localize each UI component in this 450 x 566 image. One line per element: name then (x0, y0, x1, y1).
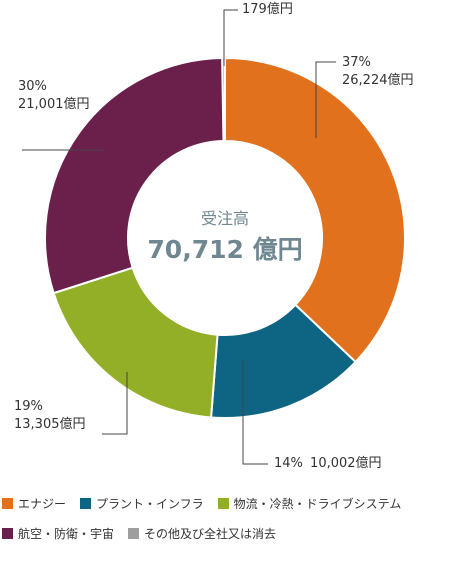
callout-other: 179億円 (242, 1, 293, 19)
leader-line-plant (242, 360, 268, 465)
legend-swatch-plant (80, 497, 92, 509)
callout-plant-percent: 14% (274, 456, 303, 471)
callout-logistics: 19% 13,305億円 (14, 398, 86, 434)
center-total: 70,712 億円 (147, 235, 303, 264)
callout-logistics-percent: 19% (14, 399, 43, 414)
leader-line-logistics (102, 372, 128, 435)
leader-line-energy (315, 61, 336, 138)
legend-label-logistics: 物流・冷熱・ドライブシステム (233, 496, 402, 511)
legend-swatch-logistics (217, 497, 229, 509)
legend-label-aerospace: 航空・防衛・宇宙 (18, 526, 115, 541)
donut-slice-aerospace (44, 57, 225, 295)
callout-energy: 37% 26,224億円 (342, 54, 414, 90)
callout-aerospace-percent: 30% (18, 79, 47, 94)
center-title: 受注高 (200, 209, 249, 228)
legend-item-aerospace: 航空・防衛・宇宙 (2, 525, 114, 542)
callout-logistics-amount: 13,305億円 (14, 417, 86, 432)
legend-item-logistics: 物流・冷熱・ドライブシステム (217, 495, 402, 512)
callout-plant-amount: 10,002億円 (310, 456, 382, 471)
legend-label-energy: エナジー (18, 496, 67, 511)
callout-plant: 14% 10,002億円 (274, 455, 382, 473)
callout-aerospace-amount: 21,001億円 (18, 97, 90, 112)
legend-row: 航空・防衛・宇宙 その他及び全社又は消去 (2, 518, 448, 548)
legend-swatch-other (128, 527, 140, 539)
legend-row: エナジー プラント・インフラ 物流・冷熱・ドライブシステム (2, 488, 448, 518)
callout-other-amount: 179億円 (242, 2, 293, 17)
callout-energy-percent: 37% (342, 55, 371, 70)
legend-item-energy: エナジー (2, 495, 66, 512)
donut-slice-logistics (52, 266, 219, 419)
callout-aerospace: 30% 21,001億円 (18, 78, 90, 114)
legend: エナジー プラント・インフラ 物流・冷熱・ドライブシステム 航空・防衛・宇宙 そ… (2, 488, 448, 548)
callout-energy-amount: 26,224億円 (342, 73, 414, 88)
legend-label-plant: プラント・インフラ (96, 496, 204, 511)
donut-chart (22, 9, 406, 465)
donut-slice-energy (224, 56, 406, 364)
legend-item-other: その他及び全社又は消去 (128, 525, 276, 542)
legend-label-other: その他及び全社又は消去 (144, 526, 277, 541)
legend-item-plant: プラント・インフラ (80, 495, 204, 512)
leader-line-other (223, 9, 238, 66)
legend-swatch-aerospace (2, 527, 13, 539)
legend-swatch-energy (2, 497, 13, 509)
